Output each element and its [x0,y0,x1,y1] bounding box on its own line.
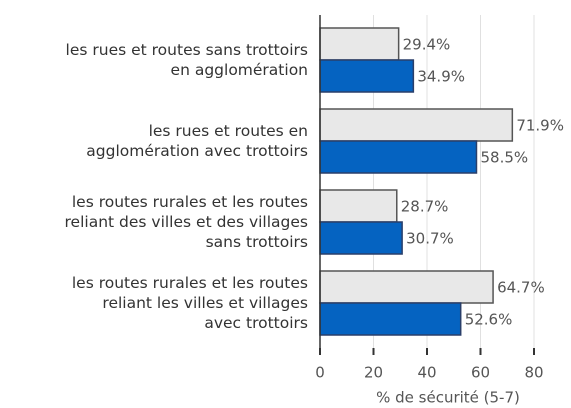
category-label: les rues et routes en agglomération avec… [86,122,308,160]
value-label: 28.7% [401,198,449,216]
bar [319,302,462,336]
bar [319,189,398,223]
bar [319,221,403,255]
bar [319,140,478,174]
category-label: les routes rurales et les routes reliant… [71,274,308,332]
x-tick-label: 40 [417,364,436,382]
x-axis-label: % de sécurité (5-7) [376,389,520,407]
category-label: les rues et routes sans trottoirs en agg… [65,41,308,79]
value-label: 71.9% [516,117,564,135]
value-label: 52.6% [465,311,513,329]
x-tick-label: 60 [471,364,490,382]
value-label: 30.7% [406,230,454,248]
bar [319,59,415,93]
value-label: 58.5% [480,149,528,167]
bar [319,108,514,142]
x-tick-label: 80 [524,364,543,382]
value-label: 64.7% [497,279,545,297]
value-label: 29.4% [403,36,451,54]
x-tick-label: 0 [315,364,325,382]
bar [319,270,494,304]
category-label: les routes rurales et les routes reliant… [64,193,308,251]
x-tick-label: 20 [364,364,383,382]
bar [319,27,400,61]
value-label: 34.9% [417,68,465,86]
